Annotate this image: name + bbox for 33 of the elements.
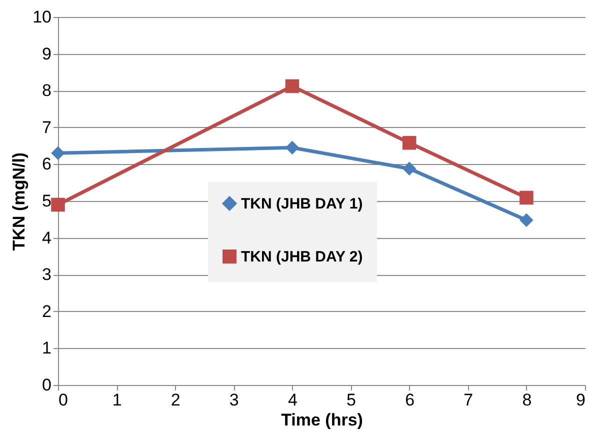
- y-tick-label: 8: [42, 81, 52, 100]
- x-tick-label: 3: [229, 390, 239, 410]
- point: [51, 198, 65, 212]
- x-axis-title: Time (hrs): [281, 410, 363, 430]
- x-tick-label: 9: [576, 390, 586, 410]
- x-tick-label: 7: [464, 390, 474, 410]
- y-tick-label: 3: [42, 265, 52, 284]
- point: [402, 162, 416, 176]
- point: [520, 190, 534, 205]
- legend-label: TKN (JHB DAY 2): [241, 248, 363, 266]
- y-tick-label: 7: [42, 118, 52, 137]
- x-tick-label: 1: [112, 390, 122, 410]
- y-tick-label: 5: [42, 192, 52, 210]
- y-tick-label: 1: [42, 338, 52, 358]
- x-tick-label: 0: [58, 390, 68, 410]
- point: [285, 140, 300, 155]
- y-tick-label: 0: [42, 376, 52, 394]
- x-tick-label: 5: [346, 390, 356, 410]
- x-tick-label: 6: [405, 390, 415, 410]
- point: [402, 136, 416, 150]
- y-tick-label: 4: [42, 228, 52, 248]
- y-axis-title: TKN (mgN/l): [10, 152, 29, 251]
- x-tick-label: 2: [170, 390, 180, 410]
- x-tick-label: 8: [522, 390, 532, 410]
- point: [520, 213, 534, 228]
- y-tick-label: 10: [32, 8, 52, 26]
- x-tick-label: 4: [288, 390, 298, 410]
- legend-label: TKN (JHB DAY 1): [241, 196, 363, 212]
- y-tick-label: 9: [42, 44, 52, 64]
- point: [51, 146, 65, 160]
- y-tick-label: 6: [42, 154, 52, 174]
- y-tick-label: 2: [42, 302, 52, 321]
- point: [285, 79, 300, 94]
